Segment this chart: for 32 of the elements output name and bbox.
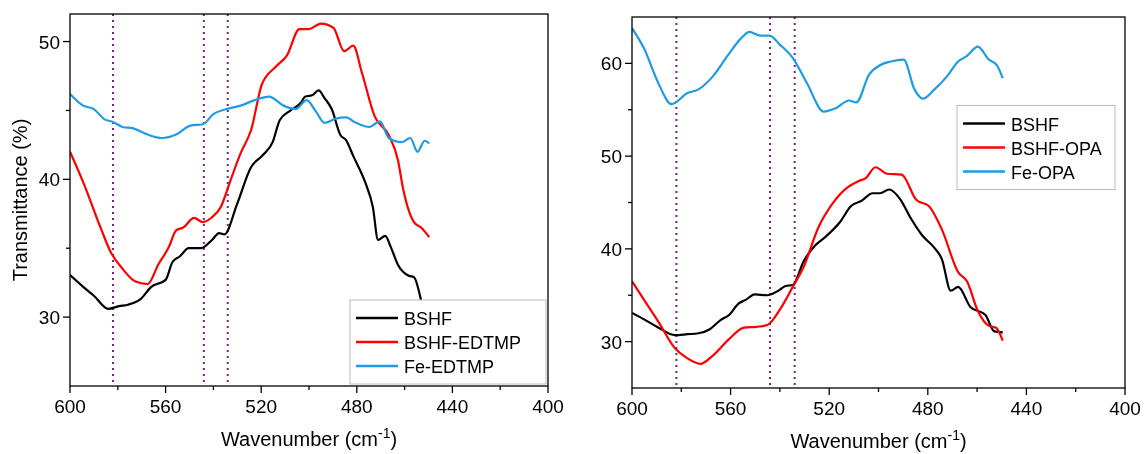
y-tick-label: 30 [38, 307, 60, 329]
y-axis-title: Transmittance (%) [9, 118, 31, 282]
line-series [70, 22, 431, 286]
x-tick-label: 520 [813, 398, 846, 419]
x-tick-label: 480 [911, 398, 944, 419]
x-tick-label: 440 [1010, 398, 1043, 419]
legend-label: BSHF-OPA [1011, 138, 1102, 159]
y-tick-label: 40 [600, 238, 622, 260]
x-tick-label: 600 [54, 396, 86, 417]
legend-label: Fe-OPA [1011, 162, 1075, 183]
y-tick-label: 30 [600, 331, 622, 353]
x-axis-title: Wavenumber (cm$^{-1}$) [790, 427, 967, 452]
line-series [632, 166, 1004, 365]
x-axis-title: Wavenumber (cm$^{-1}$) [220, 425, 398, 450]
x-tick-label: 400 [532, 396, 564, 417]
legend-label: Fe-EDTMP [404, 357, 494, 377]
x-tick-label: 520 [245, 396, 278, 417]
y-tick-label: 40 [38, 169, 60, 191]
x-tick-label: 480 [340, 396, 373, 417]
x-tick-label: 560 [149, 396, 182, 417]
legend-label: BSHF [1011, 114, 1060, 135]
x-tick-label: 560 [714, 398, 747, 419]
x-tick-label: 400 [1109, 398, 1141, 419]
y-tick-label: 60 [600, 53, 622, 75]
legend-label: BSHF [404, 309, 453, 329]
line-series [632, 27, 1004, 113]
x-tick-label: 600 [616, 398, 648, 419]
y-tick-label: 50 [38, 31, 60, 53]
y-tick-label: 50 [600, 146, 622, 168]
line-series [70, 92, 431, 153]
legend-label: BSHF-EDTMP [404, 333, 521, 353]
x-tick-label: 440 [436, 396, 469, 417]
